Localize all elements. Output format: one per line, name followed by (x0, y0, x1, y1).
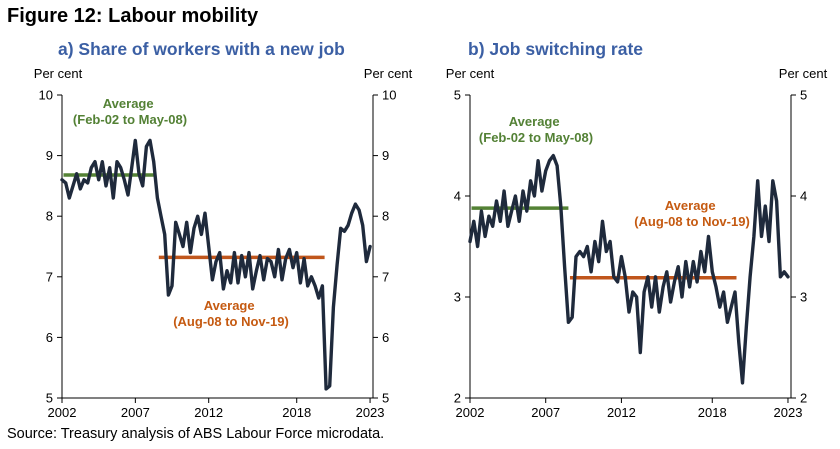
panel-a-average-post-label-line1: Average (204, 298, 255, 313)
panel-b-series-line (468, 153, 790, 385)
panel-b-ytick-label-right: 4 (800, 189, 807, 204)
panel-b: b) Job switching rate Per cent Per cent … (446, 39, 828, 420)
panel-b-ytick-label-right: 3 (800, 290, 807, 305)
panel-b-xtick-label: 2007 (531, 405, 560, 420)
panel-a-xtick-label: 2002 (48, 405, 77, 420)
panel-a-ytick-label-left: 9 (46, 148, 53, 163)
panel-b-ytick-label-left: 5 (454, 88, 461, 103)
panel-b-average-pre-label-line2: (Feb-02 to May-08) (479, 130, 593, 145)
panel-b-xtick-label: 2012 (607, 405, 636, 420)
panel-b-average-pre-label: Average (Feb-02 to May-08) (479, 114, 593, 145)
panel-a-average-post-label: Average (Aug-08 to Nov-19) (173, 298, 289, 329)
figure-charts: a) Share of workers with a new job Per c… (34, 39, 828, 420)
panel-a-series-line (60, 138, 372, 391)
panel-a-ytick-label-left: 5 (46, 391, 53, 406)
panel-a-xtick-label: 2023 (356, 405, 385, 420)
panel-a-average-pre-label-line1: Average (103, 96, 154, 111)
panel-b-average-post-label-line2: (Aug-08 to Nov-19) (634, 214, 750, 229)
figure-title: Figure 12: Labour mobility (7, 5, 259, 27)
panel-a-ylabel-right: Per cent (364, 66, 413, 81)
panel-a-title: a) Share of workers with a new job (58, 39, 345, 59)
panel-b-title: b) Job switching rate (468, 39, 643, 59)
panel-b-ytick-label-right: 5 (800, 88, 807, 103)
panel-a-average-pre-label: Average (Feb-02 to May-08) (73, 96, 187, 127)
panel-a-xtick-label: 2018 (282, 405, 311, 420)
panel-b-xtick-label: 2018 (698, 405, 727, 420)
panel-a-ytick-label-right: 7 (382, 269, 389, 284)
panel-b-ytick-label-right: 2 (800, 391, 807, 406)
panel-a-ytick-label-left: 10 (39, 88, 53, 103)
panel-b-ytick-label-left: 4 (454, 189, 461, 204)
panel-a-ytick-label-right: 5 (382, 391, 389, 406)
panel-a-ytick-label-right: 10 (382, 88, 396, 103)
panel-b-ytick-label-left: 3 (454, 290, 461, 305)
panel-b-average-post-label: Average (Aug-08 to Nov-19) (634, 198, 750, 229)
panel-a-xtick-label: 2007 (121, 405, 150, 420)
panel-a-ytick-label-left: 7 (46, 269, 53, 284)
panel-a: a) Share of workers with a new job Per c… (34, 39, 413, 420)
panel-b-ylabel-right: Per cent (779, 66, 828, 81)
panel-a-ytick-label-right: 6 (382, 330, 389, 345)
source-note: Source: Treasury analysis of ABS Labour … (7, 426, 385, 442)
panel-a-xtick-label: 2012 (194, 405, 223, 420)
panel-b-xtick-label: 2023 (774, 405, 803, 420)
panel-a-ytick-label-right: 9 (382, 148, 389, 163)
panel-a-ytick-label-right: 8 (382, 209, 389, 224)
panel-a-average-post-label-line2: (Aug-08 to Nov-19) (173, 314, 289, 329)
panel-b-average-post-label-line1: Average (665, 198, 716, 213)
panel-b-ytick-label-left: 2 (454, 391, 461, 406)
panel-a-ytick-label-left: 6 (46, 330, 53, 345)
panel-a-average-pre-label-line2: (Feb-02 to May-08) (73, 112, 187, 127)
panel-b-xtick-label: 2002 (456, 405, 485, 420)
panel-a-ytick-label-left: 8 (46, 209, 53, 224)
panel-a-ylabel-left: Per cent (34, 66, 83, 81)
panel-b-ylabel-left: Per cent (446, 66, 495, 81)
panel-b-average-pre-label-line1: Average (509, 114, 560, 129)
